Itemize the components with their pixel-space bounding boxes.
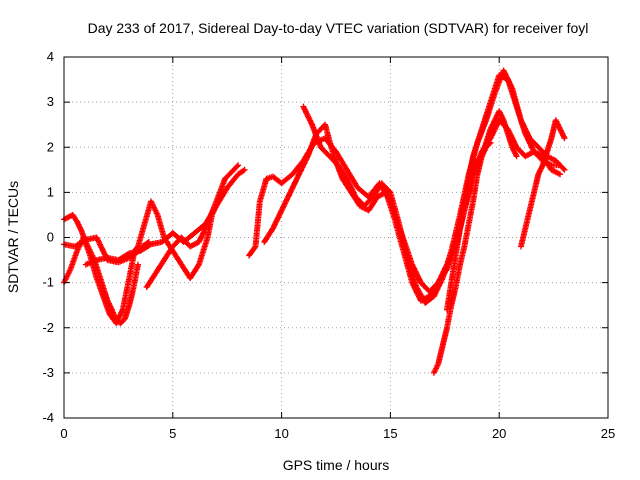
- data-points: [61, 67, 568, 376]
- series-track-6: [246, 117, 564, 295]
- y-tick-label: 4: [47, 49, 54, 64]
- y-tick-label: -4: [42, 410, 54, 425]
- series-track-9: [430, 108, 520, 376]
- marker-trail: [143, 162, 242, 291]
- series-track-8: [300, 67, 568, 306]
- y-tick-label: 1: [47, 184, 54, 199]
- series-track-10: [444, 139, 494, 313]
- x-tick-labels: 0 5 10 15 20 25: [60, 426, 615, 441]
- marker-trail: [444, 139, 494, 313]
- y-tick-label: -1: [42, 275, 54, 290]
- marker-trail: [518, 117, 568, 250]
- series-track-5: [143, 162, 242, 291]
- x-axis-title: GPS time / hours: [283, 457, 390, 473]
- y-tick-label: 3: [47, 94, 54, 109]
- chart-title: Day 233 of 2017, Sidereal Day-to-day VTE…: [88, 20, 589, 36]
- y-axis-title: SDTVAR / TECUs: [5, 181, 21, 293]
- y-tick-label: -3: [42, 365, 54, 380]
- y-tick-label: 0: [47, 230, 54, 245]
- x-tick-label: 20: [492, 426, 506, 441]
- marker-trail: [246, 117, 564, 295]
- y-tick-labels: -4 -3 -2 -1 0 1 2 3 4: [42, 49, 54, 425]
- x-tick-label: 25: [601, 426, 615, 441]
- x-tick-label: 10: [274, 426, 288, 441]
- x-tick-label: 0: [60, 426, 67, 441]
- marker-trail: [430, 108, 520, 376]
- marker-trail: [61, 198, 220, 282]
- y-tick-label: 2: [47, 139, 54, 154]
- marker-trail: [300, 67, 568, 306]
- series-track-11: [518, 117, 568, 250]
- grid-lines: [64, 57, 608, 418]
- x-tick-label: 5: [169, 426, 176, 441]
- y-tick-label: -2: [42, 320, 54, 335]
- axis-ticks: [63, 56, 609, 419]
- series-track-3: [61, 198, 220, 282]
- x-tick-label: 15: [383, 426, 397, 441]
